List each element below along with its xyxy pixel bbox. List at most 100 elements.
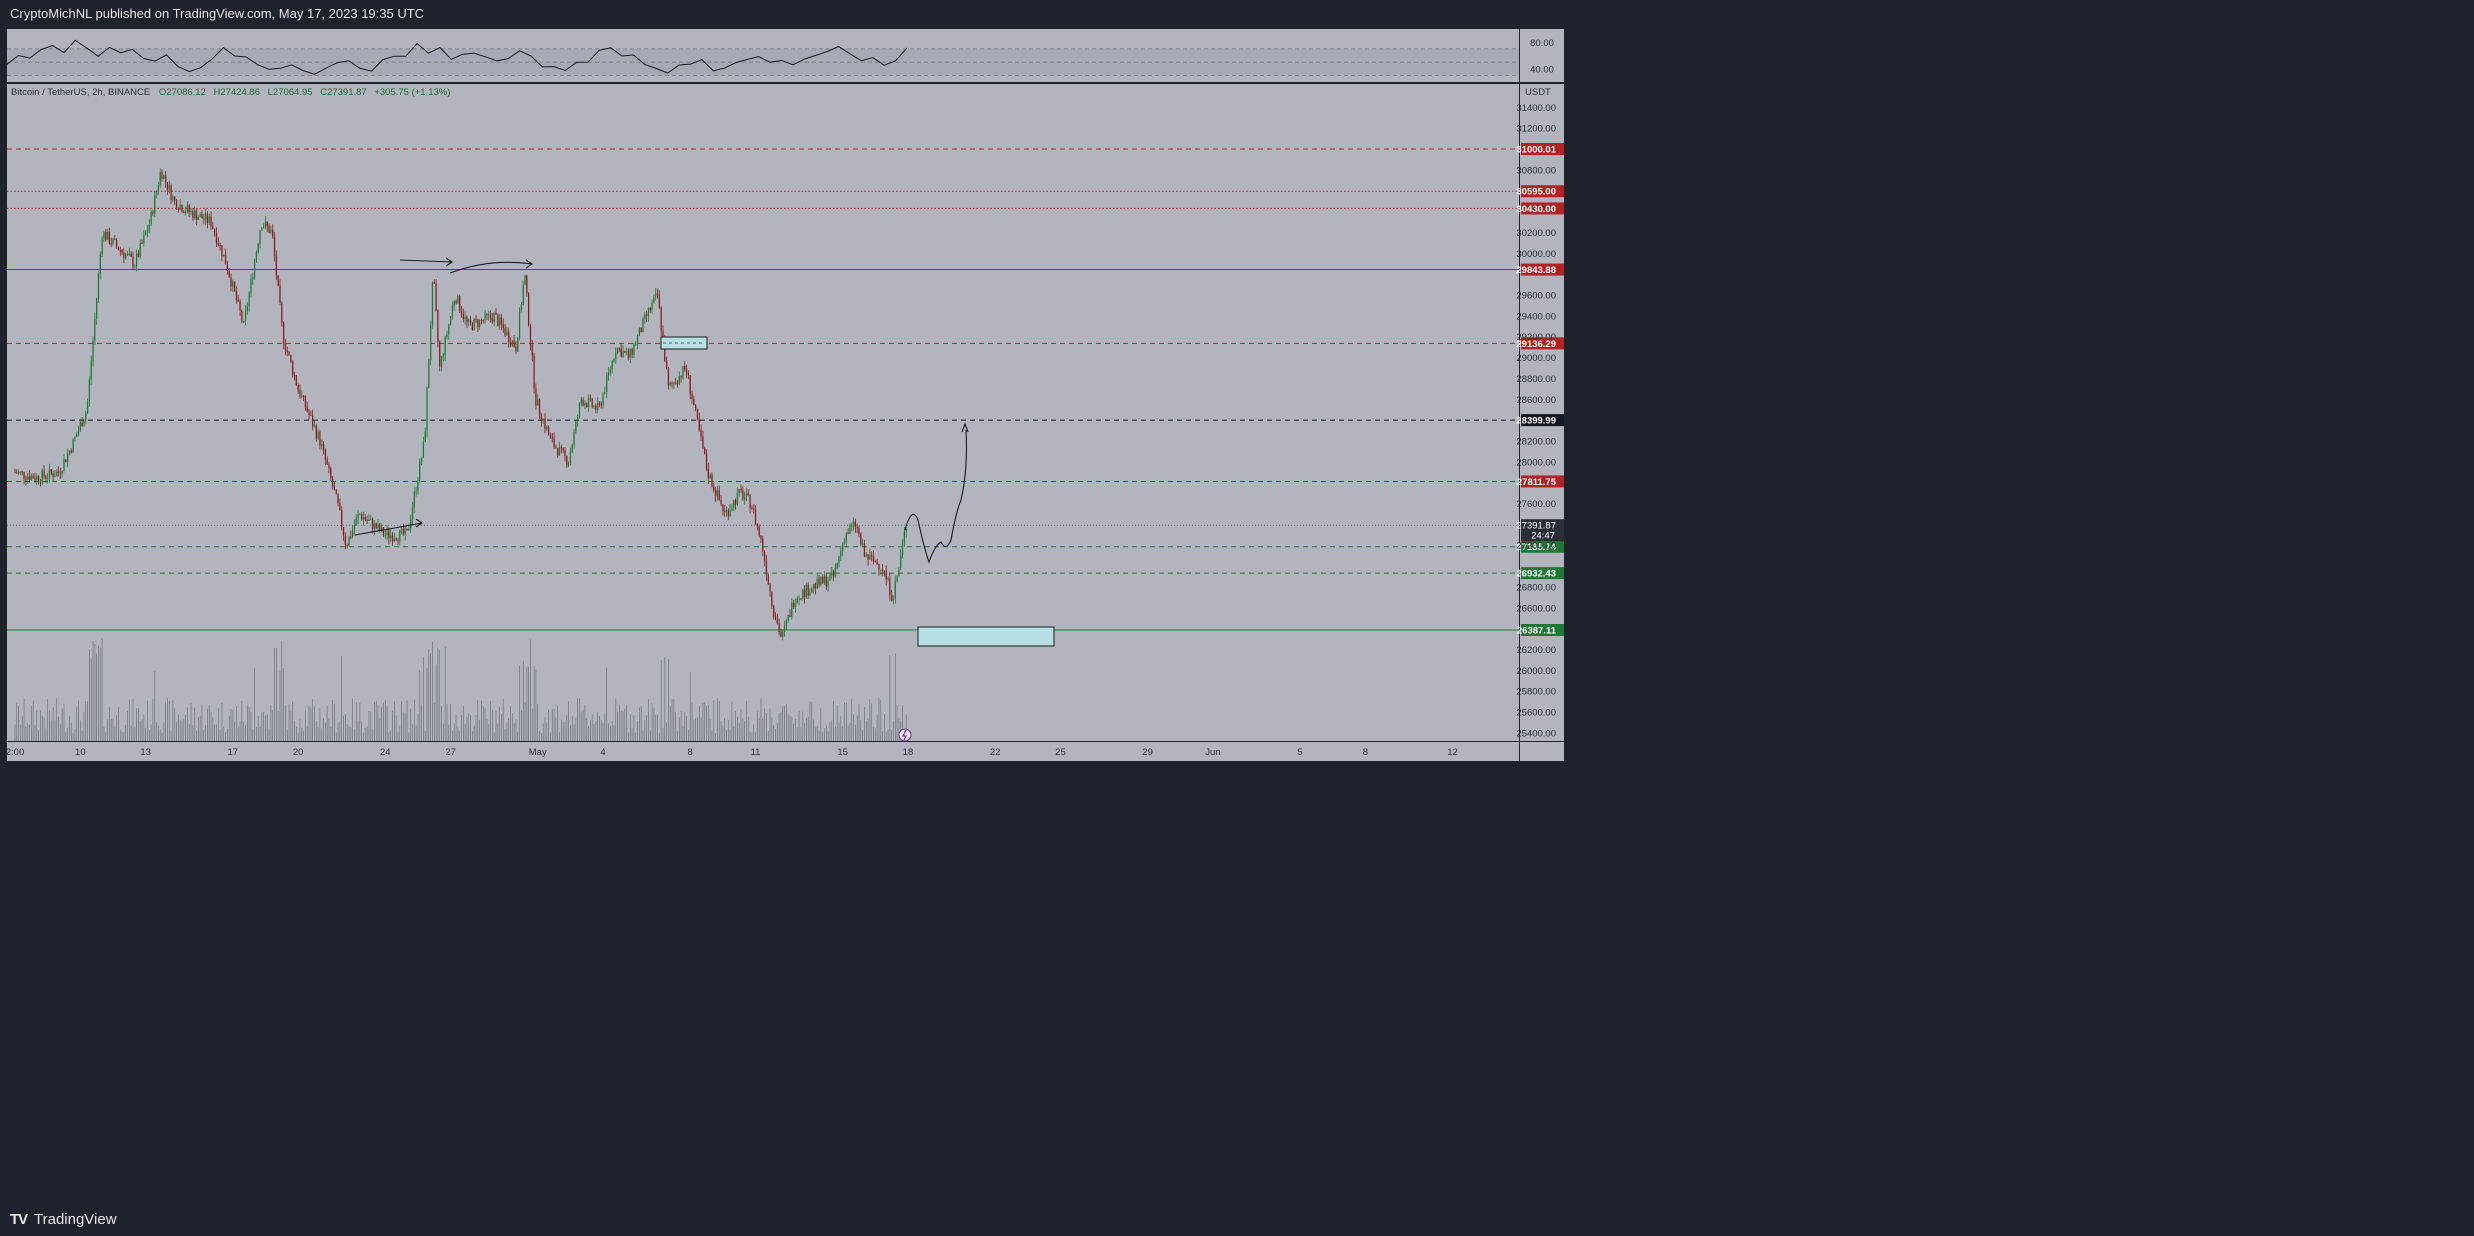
price-pane[interactable] (7, 84, 1519, 741)
candle-body (731, 508, 733, 510)
candle-body (219, 245, 221, 247)
rsi-tick-label: 40.00 (1530, 64, 1554, 75)
candle-body (758, 526, 760, 536)
candle-body (419, 461, 421, 481)
ohlc-low: L27064.95 (268, 87, 313, 98)
candle-body (437, 310, 439, 342)
candle-body (457, 296, 459, 304)
candle-body (150, 211, 152, 225)
level-price-label: 30430.00 (1516, 204, 1556, 215)
candle-body (386, 530, 388, 536)
candle-body (235, 291, 238, 301)
ohlc-high: H27424.86 (214, 87, 260, 98)
candle-body (170, 185, 172, 201)
candle-body (767, 575, 769, 585)
candle-body (433, 282, 435, 284)
candle-body (431, 282, 434, 326)
demand-zone-box[interactable] (917, 626, 1055, 647)
candle-body (586, 403, 588, 408)
candle-body (881, 569, 884, 572)
candle-body (607, 372, 610, 376)
candle-body (263, 226, 265, 229)
svg-text:Bitcoin / TetherUS, 2h, BINANC: Bitcoin / TetherUS, 2h, BINANCE O27086.1… (11, 87, 450, 98)
candle-body (793, 602, 795, 608)
candle-body (130, 253, 132, 257)
candle-body (671, 383, 673, 385)
candle-body (420, 457, 423, 462)
candle-body (838, 556, 840, 563)
time-axis[interactable] (7, 742, 1564, 761)
candle-body (377, 524, 379, 529)
candle-body (644, 314, 646, 319)
price-tick-label: 30000.00 (1516, 249, 1556, 260)
price-axis[interactable] (1520, 84, 1564, 741)
candle-body (424, 431, 426, 442)
candle-body (30, 475, 32, 480)
candle-body (878, 564, 880, 571)
candle-body (509, 342, 512, 346)
candle-body (288, 351, 290, 355)
candle-body (818, 578, 820, 585)
candle-body (555, 446, 557, 449)
candle-body (121, 250, 123, 253)
candle-body (264, 221, 267, 227)
candle-body (272, 229, 274, 237)
tradingview-logo-icon[interactable]: TV (10, 1211, 28, 1228)
price-tick-label: 28200.00 (1516, 436, 1556, 447)
candle-body (595, 405, 597, 410)
candle-body (488, 314, 490, 316)
candle-body (684, 366, 686, 370)
candle-body (215, 233, 218, 244)
candle-body (155, 191, 158, 196)
candle-body (852, 521, 855, 526)
candle-body (809, 592, 811, 596)
lightning-icon[interactable] (898, 728, 912, 742)
candle-body (582, 399, 584, 406)
candle-body (166, 181, 169, 190)
horizontal-levels[interactable]: 31000.01 30595.00 30430.00 29843.88 29136.29… (7, 142, 1564, 637)
candle-body (812, 584, 815, 589)
drawn-annotations[interactable] (354, 257, 969, 564)
candle-body (751, 508, 753, 510)
candle-body (37, 476, 40, 482)
candle-body (789, 614, 791, 617)
candle-body (250, 278, 252, 293)
price-tick-label: 26200.00 (1516, 645, 1556, 656)
candle-body (157, 185, 160, 192)
candle-body (255, 251, 258, 262)
candle-body (230, 277, 232, 287)
candle-body (823, 576, 826, 584)
candle-body (468, 320, 470, 322)
candle-body (664, 339, 666, 362)
candle-body (440, 356, 443, 367)
symbol-name: Bitcoin / TetherUS, 2h, BINANCE (11, 87, 150, 98)
ohlc-change: +305.75 (+1.13%) (374, 87, 450, 98)
candle-body (794, 603, 797, 608)
candle-body (301, 395, 303, 397)
candle-body (783, 625, 786, 632)
candle-body (146, 230, 149, 233)
candle-body (268, 226, 270, 233)
candle-body (479, 319, 481, 327)
price-tick-label: 25400.00 (1516, 728, 1556, 739)
candle-body (68, 450, 71, 454)
candle-body (653, 297, 655, 303)
candle-body (368, 519, 370, 521)
candle-body (148, 224, 150, 231)
candle-body (108, 231, 111, 244)
candle-body (865, 554, 867, 557)
candle-body (241, 311, 243, 322)
candle-body (417, 480, 419, 492)
candle-body (529, 325, 532, 345)
candle-body (469, 320, 472, 323)
candle-body (217, 243, 219, 246)
tradingview-brand[interactable]: TradingView (34, 1211, 117, 1228)
candle-body (725, 510, 728, 512)
level-price-badge (1521, 567, 1564, 580)
candle-body (393, 538, 395, 542)
candle-body (56, 471, 58, 477)
candle-body (330, 468, 332, 479)
candle-body (517, 338, 519, 352)
candle-body (675, 382, 677, 384)
